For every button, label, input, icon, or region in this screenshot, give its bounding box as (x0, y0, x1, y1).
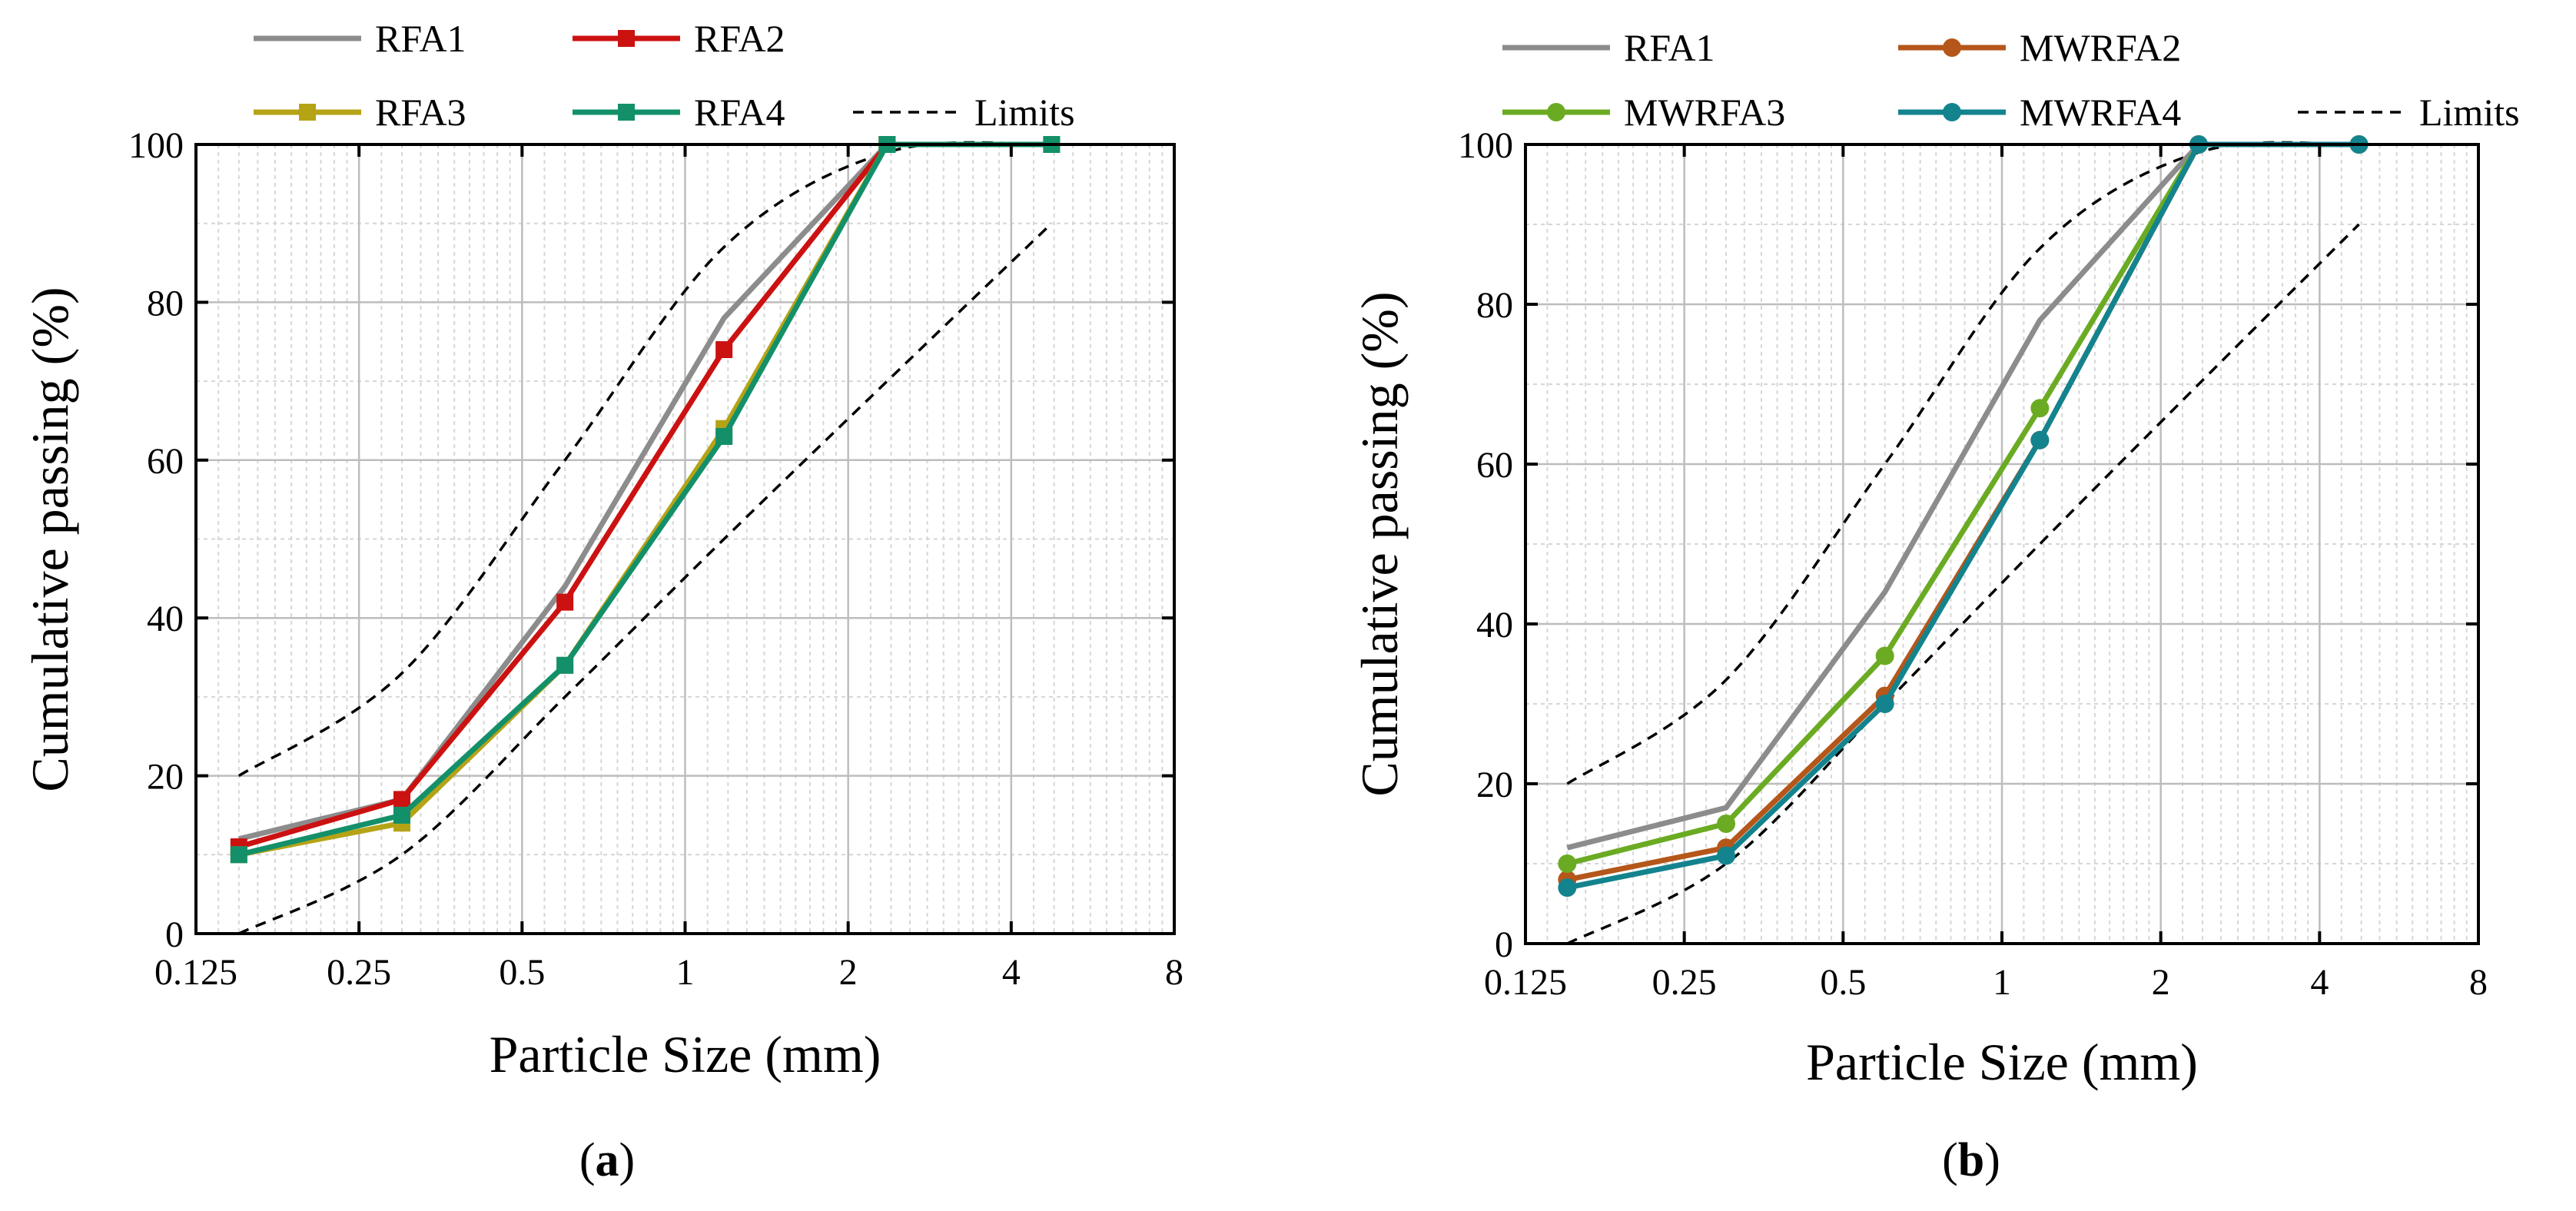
data-point (230, 846, 247, 864)
panel-label-letter: a (596, 1134, 619, 1186)
x-tick-label: 0.5 (1820, 962, 1866, 1003)
legend-label: RFA4 (694, 91, 785, 134)
series-line-rfa2 (237, 141, 1052, 850)
legend-label: Limits (974, 91, 1075, 134)
legend-marker (1943, 103, 1961, 121)
legend-marker (618, 104, 635, 121)
series-line-rfa1 (237, 141, 1052, 842)
legend-label: RFA1 (1624, 26, 1715, 69)
limit-lower-line (1566, 223, 2360, 945)
y-tick-label: 80 (147, 283, 184, 323)
panel-label: (b) (1942, 1134, 2000, 1186)
y-tick-label: 100 (1458, 125, 1513, 166)
legend-label: RFA2 (694, 17, 785, 60)
data-point (1717, 815, 1736, 833)
legend-label: Limits (2419, 91, 2520, 134)
legend-label: MWRFA3 (1624, 91, 1785, 134)
data-point (2030, 430, 2050, 450)
legend-label: RFA3 (375, 91, 466, 134)
x-tick-label: 4 (1002, 952, 1021, 993)
legend-marker (618, 30, 635, 47)
x-tick-label: 8 (1165, 952, 1183, 993)
limit-lower-line (238, 222, 1053, 935)
x-axis-title: Particle Size (mm) (1806, 1033, 2198, 1091)
y-axis-title: Cumulative passing (%) (1350, 291, 1409, 796)
data-point (556, 656, 574, 674)
y-tick-label: 20 (1476, 765, 1513, 805)
data-point (393, 806, 410, 824)
legend-label: MWRFA2 (2020, 26, 2181, 69)
data-point (393, 791, 410, 808)
series-line-mwrfa2 (1566, 141, 2359, 883)
legend-marker (1943, 38, 1961, 57)
legend: RFA1 RFA2 RFA3 RFA4 Limits (254, 17, 1075, 134)
y-axis-title: Cumulative passing (%) (21, 287, 79, 791)
x-tick-label: 0.125 (154, 952, 237, 993)
legend-marker (1547, 103, 1565, 121)
y-tick-label: 60 (1476, 445, 1513, 486)
y-tick-label: 100 (128, 125, 184, 166)
x-tick-label: 2 (2152, 962, 2170, 1003)
x-tick-label: 0.25 (1652, 962, 1717, 1003)
data-point (1717, 846, 1736, 865)
panel-label: (a) (579, 1134, 635, 1186)
x-tick-label: 0.125 (1484, 962, 1567, 1003)
data-point (1875, 646, 1894, 665)
legend-label: MWRFA4 (2020, 91, 2181, 134)
data-point (715, 427, 733, 445)
x-tick-label: 1 (1993, 962, 2011, 1003)
legend-label: RFA1 (375, 17, 466, 60)
y-tick-label: 80 (1476, 285, 1513, 326)
series-line-rfa4 (237, 141, 1052, 858)
x-tick-label: 1 (676, 952, 695, 993)
series-line-rfa1 (1566, 141, 2359, 851)
x-axis-title: Particle Size (mm) (490, 1025, 881, 1083)
limit-upper-line (237, 141, 1052, 778)
y-tick-label: 0 (165, 914, 184, 955)
data-point (715, 341, 733, 359)
x-tick-label: 4 (2310, 962, 2329, 1003)
data-point (1558, 878, 1577, 897)
series-line-mwrfa3 (1566, 141, 2359, 867)
y-tick-label: 40 (1476, 605, 1513, 645)
limit-upper-line (1566, 141, 2359, 785)
x-tick-label: 0.5 (499, 952, 545, 993)
legend: RFA1 MWRFA2 MWRFA3 MWRFA4 Limits (1502, 26, 2520, 134)
x-tick-label: 2 (839, 952, 858, 993)
y-tick-label: 0 (1495, 924, 1513, 965)
data-point (2030, 399, 2050, 418)
data-point (1875, 695, 1894, 713)
y-tick-label: 20 (147, 757, 184, 798)
series-line-rfa3 (238, 141, 1052, 858)
data-point (1558, 854, 1577, 873)
panel-label-letter: b (1958, 1134, 1984, 1186)
x-tick-label: 0.25 (327, 952, 391, 993)
series-line-mwrfa4 (1566, 141, 2359, 891)
y-tick-label: 60 (147, 441, 184, 482)
x-tick-label: 8 (2469, 962, 2488, 1003)
legend-marker (299, 104, 316, 121)
y-tick-label: 40 (147, 599, 184, 639)
data-point (556, 593, 574, 611)
